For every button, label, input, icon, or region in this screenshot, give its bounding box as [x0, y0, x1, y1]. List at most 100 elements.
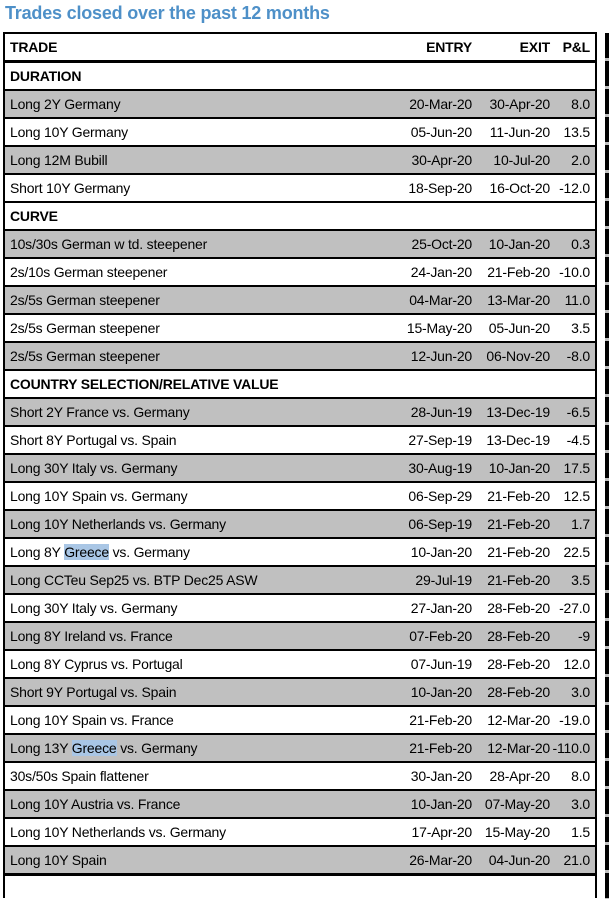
- table-row: Long 10Y Spain 26-Mar-20 04-Jun-20 21.0: [5, 847, 595, 876]
- entry-cell: 07-Jun-19: [410, 656, 472, 672]
- section-header-row: DURATION: [5, 63, 595, 91]
- trade-cell: Long 10Y Spain: [10, 852, 107, 868]
- entry-cell: 17-Apr-20: [411, 824, 473, 840]
- table-row: Long 10Y Germany 05-Jun-20 11-Jun-20 13.5: [5, 119, 595, 147]
- table-row: Short 10Y Germany 18-Sep-20 16-Oct-20 -12.0: [5, 175, 595, 203]
- table-row: Long 10Y Austria vs. France 10-Jan-20 07-M…: [5, 791, 595, 819]
- pnl-cell: 17.5: [563, 460, 591, 476]
- section-header-row: COUNTRY SELECTION/RELATIVE VALUE: [5, 371, 595, 399]
- entry-cell: 07-Feb-20: [409, 628, 472, 644]
- table-row: Long CCTeu Sep25 vs. BTP Dec25 ASW 29-Jul…: [5, 567, 595, 595]
- highlighted-text: Greece: [64, 544, 109, 560]
- entry-cell: 12-Jun-20: [410, 348, 472, 364]
- entry-cell: 10-Jan-20: [410, 684, 472, 700]
- trade-cell: 30s/50s Spain flattener: [10, 768, 149, 784]
- section-header-row: CURVE: [5, 203, 595, 231]
- entry-cell: 05-Jun-20: [410, 124, 472, 140]
- exit-cell: 28-Feb-20: [487, 684, 550, 700]
- table-row: Short 9Y Portugal vs. Spain 10-Jan-20 28-F…: [5, 679, 595, 707]
- pnl-cell: 21.0: [563, 852, 591, 868]
- trade-cell: 2s/10s German steepener: [10, 264, 168, 280]
- trade-cell: Long 10Y Netherlands vs. Germany: [10, 824, 226, 840]
- trade-cell: 2s/5s German steepener: [10, 348, 160, 364]
- col-header-pnl: P&L: [562, 39, 591, 55]
- exit-cell: 10-Jul-20: [493, 152, 550, 168]
- entry-cell: 04-Mar-20: [409, 292, 472, 308]
- exit-cell: 30-Apr-20: [489, 96, 551, 112]
- table-row: 2s/5s German steepener 15-May-20 05-Jun-20…: [5, 315, 595, 343]
- table-row: Long 13Y Greece vs. Germany 21-Feb-20 12-M…: [5, 735, 595, 763]
- exit-cell: 13-Dec-19: [486, 404, 550, 420]
- highlighted-text: Greece: [71, 740, 117, 756]
- trade-cell: Long 2Y Germany: [10, 96, 121, 112]
- trade-cell: Short 10Y Germany: [10, 180, 131, 196]
- exit-cell: 21-Feb-20: [487, 488, 550, 504]
- exit-cell: 10-Jan-20: [488, 236, 550, 252]
- table-row: Long 10Y Netherlands vs. Germany 06-Sep-1…: [5, 511, 595, 539]
- exit-cell: 15-May-20: [484, 824, 550, 840]
- pnl-cell: -12.0: [559, 180, 590, 196]
- pnl-cell: 1.5: [571, 824, 590, 840]
- adjacent-table-edge: [605, 33, 609, 899]
- table-row: Long 2Y Germany 20-Mar-20 30-Apr-20 8.0: [5, 91, 595, 119]
- trade-cell: Short 2Y France vs. Germany: [10, 404, 190, 420]
- trade-cell: Long 10Y Austria vs. France: [10, 796, 181, 812]
- col-header-trade: TRADE: [10, 39, 58, 55]
- table-row: 10s/30s German w td. steepener 25-Oct-20 1…: [5, 231, 595, 259]
- trade-cell: Short 9Y Portugal vs. Spain: [10, 684, 177, 700]
- trade-cell: Long 8Y Greece vs. Germany: [10, 544, 190, 560]
- pnl-cell: 3.5: [571, 320, 590, 336]
- entry-cell: 10-Jan-20: [410, 796, 472, 812]
- pnl-cell: 12.5: [563, 488, 591, 504]
- pnl-cell: 12.0: [563, 656, 591, 672]
- exit-cell: 11-Jun-20: [489, 124, 550, 140]
- exit-cell: 21-Feb-20: [487, 264, 550, 280]
- trade-cell: Long 10Y Spain vs. France: [10, 712, 174, 728]
- entry-cell: 10-Jan-20: [410, 544, 472, 560]
- table-row: 2s/10s German steepener 24-Jan-20 21-Feb-2…: [5, 259, 595, 287]
- pnl-cell: 8.0: [571, 768, 590, 784]
- entry-cell: 06-Sep-19: [408, 516, 472, 532]
- table-row: Long 8Y Greece vs. Germany 10-Jan-20 21-Fe…: [5, 539, 595, 567]
- exit-cell: 28-Feb-20: [487, 628, 550, 644]
- table-row: Short 2Y France vs. Germany 28-Jun-19 13-D…: [5, 399, 595, 427]
- exit-cell: 21-Feb-20: [487, 572, 550, 588]
- entry-cell: 30-Apr-20: [411, 152, 473, 168]
- pnl-cell: 0.3: [571, 236, 590, 252]
- exit-cell: 04-Jun-20: [488, 852, 550, 868]
- table-row: Long 8Y Ireland vs. France 07-Feb-20 28-Fe…: [5, 623, 595, 651]
- pnl-cell: 13.5: [563, 124, 591, 140]
- exit-cell: 07-May-20: [484, 796, 550, 812]
- trade-cell: 10s/30s German w td. steepener: [10, 236, 208, 252]
- table-row: Long 10Y Spain vs. Germany 06-Sep-29 21-Fe…: [5, 483, 595, 511]
- entry-cell: 29-Jul-19: [415, 572, 472, 588]
- entry-cell: 30-Jan-20: [410, 768, 472, 784]
- entry-cell: 27-Jan-20: [410, 600, 472, 616]
- exit-cell: 28-Feb-20: [487, 656, 550, 672]
- pnl-cell: 3.0: [571, 684, 590, 700]
- entry-cell: 26-Mar-20: [409, 852, 472, 868]
- pnl-cell: -10.0: [559, 264, 590, 280]
- table-row: Short 8Y Portugal vs. Spain 27-Sep-19 13-D…: [5, 427, 595, 455]
- trade-cell: 2s/5s German steepener: [10, 292, 160, 308]
- entry-cell: 15-May-20: [406, 320, 472, 336]
- entry-cell: 21-Feb-20: [409, 712, 472, 728]
- trade-cell: Long 10Y Spain vs. Germany: [10, 488, 188, 504]
- table-row: Long 10Y Netherlands vs. Germany 17-Apr-2…: [5, 819, 595, 847]
- exit-cell: 16-Oct-20: [489, 180, 551, 196]
- entry-cell: 25-Oct-20: [411, 236, 473, 252]
- pnl-cell: -19.0: [559, 712, 590, 728]
- exit-cell: 28-Apr-20: [489, 768, 551, 784]
- trade-cell: Long 13Y Greece vs. Germany: [10, 740, 198, 756]
- pnl-cell: 8.0: [571, 96, 590, 112]
- trade-cell: Long CCTeu Sep25 vs. BTP Dec25 ASW: [10, 572, 258, 588]
- trade-cell: Long 10Y Germany: [10, 124, 128, 140]
- trade-cell: Long 30Y Italy vs. Germany: [10, 600, 178, 616]
- table-row: 2s/5s German steepener 12-Jun-20 06-Nov-20…: [5, 343, 595, 371]
- table-row: Long 10Y Spain vs. France 21-Feb-20 12-Mar…: [5, 707, 595, 735]
- exit-cell: 13-Dec-19: [486, 432, 550, 448]
- section-label: DURATION: [10, 68, 82, 84]
- pnl-cell: 22.5: [563, 544, 591, 560]
- table-row: Long 30Y Italy vs. Germany 27-Jan-20 28-Fe…: [5, 595, 595, 623]
- col-header-entry: ENTRY: [426, 39, 472, 55]
